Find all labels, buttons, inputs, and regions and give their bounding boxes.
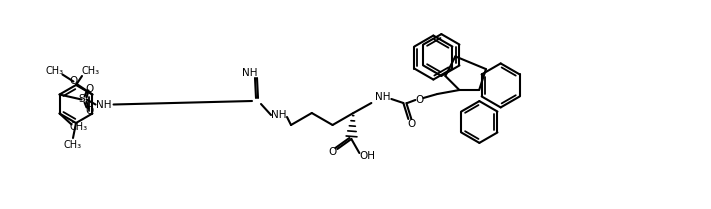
Text: S: S (78, 94, 85, 104)
Text: NH: NH (242, 68, 258, 78)
Text: NH: NH (375, 92, 390, 102)
Text: O: O (70, 75, 77, 85)
Text: O: O (407, 119, 415, 129)
Text: CH₃: CH₃ (82, 66, 100, 76)
Text: CH₃: CH₃ (70, 122, 87, 133)
Text: O: O (415, 95, 424, 105)
Text: O: O (85, 84, 94, 93)
Text: NH: NH (96, 99, 112, 110)
Text: CH₃: CH₃ (46, 65, 63, 75)
Text: NH: NH (272, 110, 287, 120)
Text: O: O (85, 106, 94, 116)
Text: O: O (328, 147, 336, 157)
Text: CH₃: CH₃ (64, 140, 82, 150)
Text: OH: OH (359, 151, 375, 161)
